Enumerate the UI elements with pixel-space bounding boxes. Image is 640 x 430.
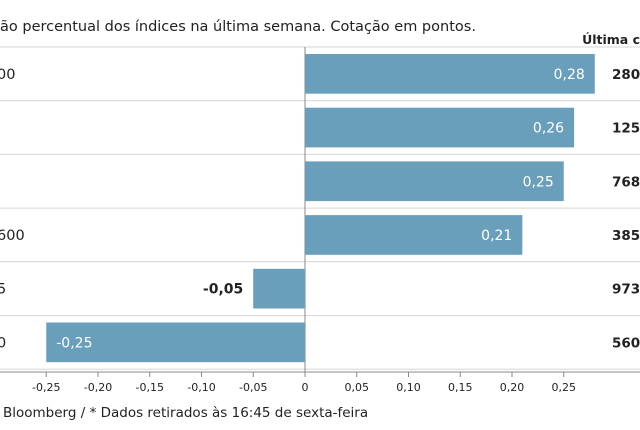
x-tick-label: -0,15 (136, 381, 164, 394)
x-tick-label: 0,10 (396, 381, 421, 394)
x-tick-label: 0,05 (345, 381, 370, 394)
value-label: 0,28 (554, 67, 585, 83)
bar (305, 107, 575, 148)
last-close-value: 12573 (612, 121, 640, 137)
x-tick-label: 0 (302, 381, 309, 394)
x-tick-label: 0,15 (448, 381, 473, 394)
category-label: 5 (0, 282, 6, 298)
x-tick-label: -0,20 (84, 381, 112, 394)
chart-rows: 00 0,28 2809 0,26 12573 0,25 7680 600 0,21 385 5 -0… (0, 46, 640, 372)
category-label: 0 (0, 335, 6, 351)
chart-footer: Bloomberg / * Dados retirados às 16:45 d… (3, 405, 368, 421)
value-label: 0,21 (481, 228, 512, 244)
category-label: 600 (0, 228, 25, 244)
value-label: 0,26 (533, 121, 564, 137)
x-tick-label: 0,25 (552, 381, 577, 394)
x-tick-label: -0,05 (239, 381, 267, 394)
last-close-value: 7680 (612, 174, 640, 190)
last-close-value: 385 (612, 228, 640, 244)
x-tick-label: -0,10 (187, 381, 215, 394)
x-tick-label: -0,25 (32, 381, 60, 394)
last-close-column-header: Última c (582, 32, 640, 47)
bar (305, 54, 595, 94)
last-close-value: 973 (612, 282, 640, 298)
value-label: 0,25 (523, 174, 554, 190)
last-close-value: 5605 (612, 335, 640, 351)
bar (305, 215, 523, 255)
x-axis: -0,25 -0,20 -0,15 -0,10 -0,05 0 0,05 0,10 0,15 0,… (0, 371, 640, 394)
bar (253, 268, 305, 309)
value-label: -0,05 (203, 282, 243, 298)
category-label: 00 (0, 67, 15, 83)
x-tick-label: 0,20 (500, 381, 525, 394)
value-label: -0,25 (56, 335, 92, 351)
bar (305, 161, 564, 202)
chart-subtitle: ão percentual dos índices na última sema… (0, 19, 476, 35)
last-close-value: 2809 (612, 67, 640, 83)
bar (46, 322, 305, 363)
